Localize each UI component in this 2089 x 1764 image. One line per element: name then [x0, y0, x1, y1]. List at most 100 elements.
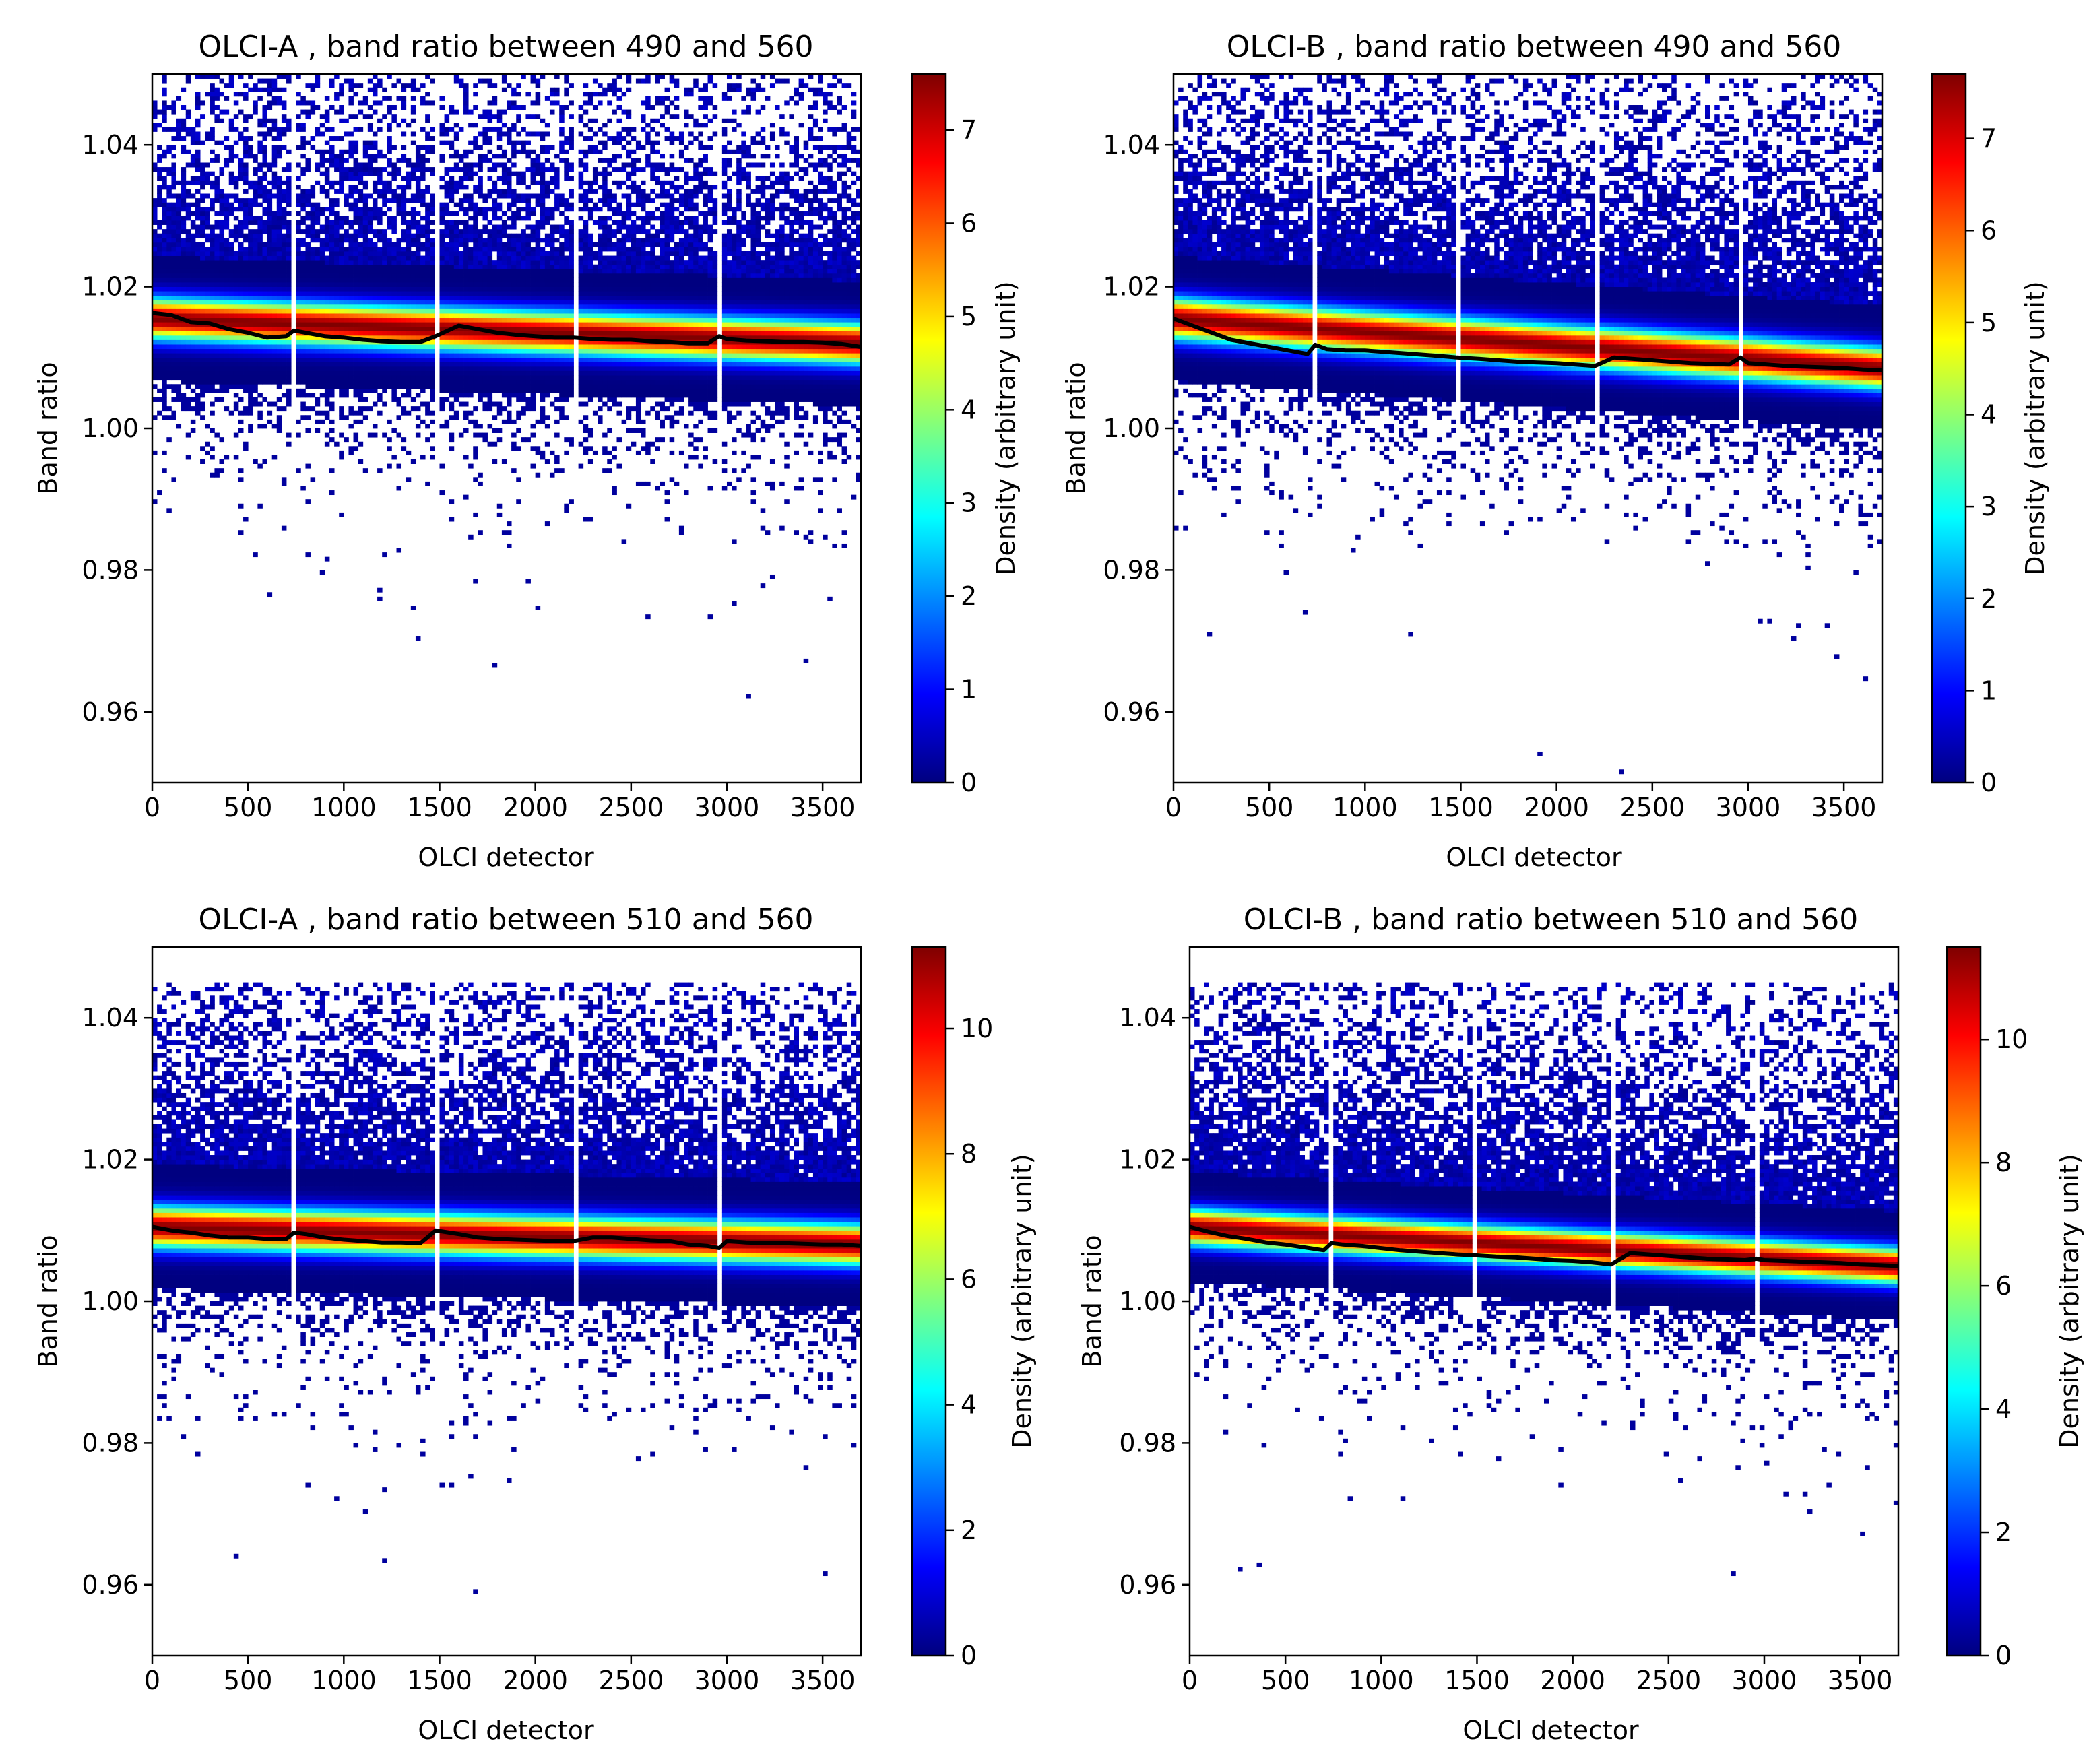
density-cell	[157, 167, 162, 172]
density-cell	[171, 349, 176, 354]
density-cell	[205, 304, 210, 309]
density-cell	[162, 150, 167, 154]
density-cell	[234, 216, 239, 220]
density-cell	[229, 296, 234, 300]
density-cell	[166, 415, 172, 420]
panel-olci-a-490-560: OLCI-A , band ratio between 490 and 560 …	[33, 30, 1021, 872]
density-cell	[162, 366, 167, 371]
density-cell	[205, 353, 210, 358]
density-cell	[200, 300, 205, 304]
density-cell	[248, 335, 253, 340]
density-cell	[210, 402, 215, 407]
density-cell	[248, 229, 253, 234]
density-cell	[171, 273, 176, 278]
density-cell	[248, 424, 253, 428]
density-cell	[181, 353, 187, 358]
density-cell	[229, 322, 234, 327]
density-cell	[157, 189, 162, 194]
density-cell	[229, 287, 234, 292]
density-cell	[200, 358, 205, 362]
density-cell	[238, 344, 244, 349]
density-cell	[162, 216, 167, 220]
density-cell	[220, 119, 225, 123]
density-cell	[181, 406, 187, 411]
density-cell	[166, 265, 172, 269]
density-cell	[214, 238, 220, 242]
density-cell	[176, 277, 182, 282]
density-cell	[157, 158, 162, 163]
density-cell	[176, 349, 182, 354]
density-cell	[214, 247, 220, 251]
density-cell	[234, 100, 239, 105]
density-cell	[195, 181, 201, 185]
density-cell	[238, 269, 244, 273]
density-cell	[214, 242, 220, 247]
density-cell	[220, 242, 225, 247]
density-cell	[195, 131, 201, 136]
density-cell	[200, 282, 205, 287]
heatmap-plot-area: 0 500 1000 1500 2000 2500 3000 35000.960.981.00…	[82, 74, 861, 822]
density-cell	[205, 225, 210, 230]
density-cell	[248, 411, 253, 416]
density-cell	[166, 296, 172, 300]
density-cell	[195, 358, 201, 362]
density-cell	[220, 380, 225, 385]
density-cell	[248, 282, 253, 287]
density-cell	[171, 145, 176, 150]
density-cell	[253, 327, 258, 331]
density-cell	[162, 119, 167, 123]
density-cell	[200, 100, 205, 105]
density-cell	[157, 291, 162, 296]
density-cell	[162, 282, 167, 287]
density-cell	[181, 238, 187, 242]
density-cell	[166, 340, 172, 345]
density-cell	[234, 127, 239, 132]
density-cell	[238, 318, 244, 323]
density-cell	[238, 282, 244, 287]
density-cell	[162, 353, 167, 358]
density-cell	[238, 207, 244, 211]
density-cell	[176, 198, 182, 203]
density-cell	[214, 105, 220, 110]
density-cell	[205, 220, 210, 225]
density-cell	[157, 322, 162, 327]
density-cell	[243, 366, 249, 371]
density-cell	[220, 167, 225, 172]
density-cell	[200, 446, 205, 451]
density-cell	[171, 136, 176, 141]
density-cell	[191, 269, 196, 273]
density-cell	[210, 273, 215, 278]
density-cell	[171, 238, 176, 242]
density-cell	[248, 313, 253, 318]
density-cell	[162, 362, 167, 366]
density-cell	[253, 459, 258, 464]
density-cell	[186, 234, 191, 238]
density-cell	[220, 207, 225, 211]
density-cell	[253, 353, 258, 358]
density-cell	[176, 366, 182, 371]
density-cell	[253, 220, 258, 225]
density-cell	[238, 273, 244, 278]
density-cell	[234, 349, 239, 354]
density-cell	[224, 287, 230, 292]
density-cell	[176, 247, 182, 251]
density-cell	[205, 308, 210, 313]
density-cell	[234, 375, 239, 380]
density-cell	[234, 380, 239, 385]
density-cell	[210, 344, 215, 349]
density-cell	[238, 504, 244, 509]
density-cell	[200, 216, 205, 220]
density-cell	[234, 371, 239, 376]
density-cell	[205, 358, 210, 362]
density-cell	[186, 313, 191, 318]
density-cell	[243, 260, 249, 265]
density-cell	[243, 304, 249, 309]
density-cell	[243, 176, 249, 181]
density-cell	[205, 362, 210, 366]
density-cell	[243, 371, 249, 376]
density-cell	[214, 340, 220, 345]
density-cell	[205, 238, 210, 242]
density-cell	[243, 92, 249, 96]
density-cell	[176, 238, 182, 242]
density-cell	[176, 207, 182, 211]
